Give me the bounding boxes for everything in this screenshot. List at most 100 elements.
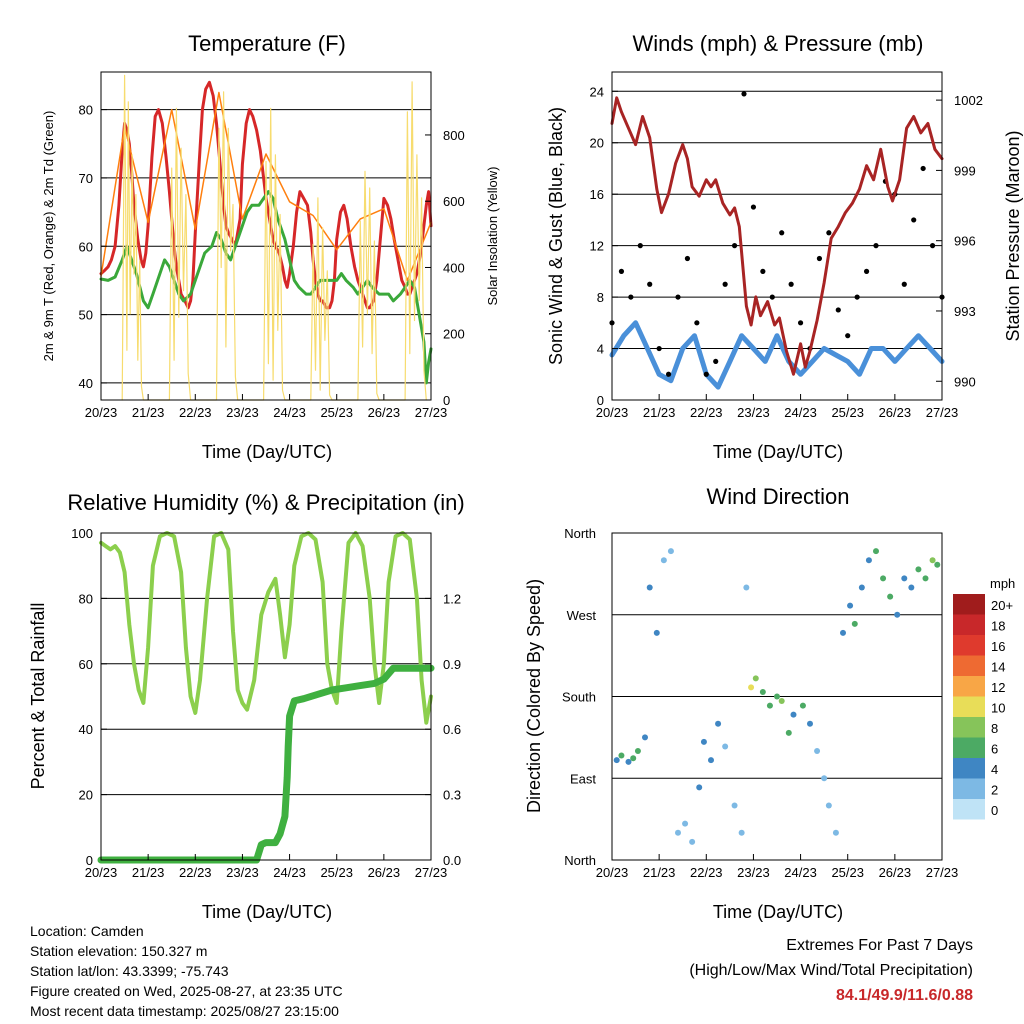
direction-point <box>722 743 729 750</box>
y2-tick-label: 993 <box>954 304 976 319</box>
direction-point <box>715 720 722 727</box>
direction-point <box>832 829 839 836</box>
gust-point <box>816 255 823 262</box>
y-tick-label: 12 <box>590 239 604 254</box>
direction-point <box>901 575 908 582</box>
direction-point <box>689 838 696 845</box>
temperature-title: Temperature (F) <box>188 31 346 56</box>
legend-label: 18 <box>991 619 1005 634</box>
gust-point <box>911 217 917 223</box>
y2-tick-label: 996 <box>954 234 976 249</box>
direction-point <box>646 584 653 591</box>
legend-title: mph <box>990 576 1015 591</box>
x-tick-label: 20/23 <box>596 405 629 420</box>
y2-tick-label: 990 <box>954 374 976 389</box>
direction-point <box>752 675 759 682</box>
gust-point <box>713 358 719 365</box>
x-tick-label: 22/23 <box>179 865 212 880</box>
y2-tick-label: 600 <box>443 194 465 209</box>
y-tick-label: North <box>564 526 596 541</box>
direction-point <box>840 629 846 636</box>
gust-point <box>854 294 860 300</box>
y2-tick-label: 400 <box>443 260 465 275</box>
gust-point <box>750 204 757 210</box>
direction-point <box>908 584 915 591</box>
gust-point <box>863 268 870 274</box>
direction-point <box>785 729 792 736</box>
direction-point <box>887 593 894 600</box>
direction-point <box>696 784 703 791</box>
direction-point <box>748 684 755 691</box>
y-tick-label: 40 <box>79 722 93 737</box>
direction-point <box>880 575 887 582</box>
legend-label: 14 <box>991 660 1005 675</box>
x-tick-label: 24/23 <box>784 405 817 420</box>
y2-tick-label: 0.9 <box>443 657 461 672</box>
x-tick-label: 27/23 <box>926 865 959 880</box>
direction-point <box>642 734 648 741</box>
speed-legend: mph 20+ 18 16 14 12 10 8 6 4 2 0 <box>953 576 1015 820</box>
y-tick-label: 4 <box>597 342 604 357</box>
legend-label: 8 <box>991 721 998 736</box>
gust-point <box>656 345 662 352</box>
winds-xlabel: Time (Day/UTC) <box>713 442 843 462</box>
rh-xlabel: Time (Day/UTC) <box>202 902 332 922</box>
gust-point <box>694 320 700 326</box>
x-tick-label: 26/23 <box>368 405 401 420</box>
legend-swatch <box>953 614 985 635</box>
x-tick-label: 21/23 <box>643 865 676 880</box>
y-tick-label: 70 <box>79 171 93 186</box>
y2-tick-label: 0.6 <box>443 722 461 737</box>
x-tick-label: 22/23 <box>690 865 723 880</box>
gust-point <box>684 255 691 262</box>
y-tick-label: 20 <box>79 788 93 803</box>
direction-point <box>865 557 872 564</box>
y-tick-label: West <box>567 608 597 623</box>
y-tick-label: 16 <box>590 187 604 202</box>
direction-title: Wind Direction <box>706 484 849 509</box>
direction-point <box>807 720 813 727</box>
x-tick-label: 22/23 <box>690 405 723 420</box>
direction-point <box>634 748 641 754</box>
y-tick-label: 0 <box>597 393 604 408</box>
winds-plot-frame <box>611 71 943 401</box>
direction-point <box>851 620 858 627</box>
direction-point <box>667 548 674 555</box>
legend-label: 6 <box>991 742 998 757</box>
series-line-2 <box>100 91 432 282</box>
temperature-left-ylabel: 2m & 9m T (Red, Orange) & 2m Td (Green) <box>41 111 56 362</box>
rh-panel: Relative Humidity (%) & Precipitation (i… <box>28 490 465 922</box>
x-tick-label: 23/23 <box>737 865 770 880</box>
x-tick-label: 24/23 <box>273 865 306 880</box>
gust-point <box>788 281 794 287</box>
direction-point <box>858 584 865 591</box>
series-line-1 <box>99 531 433 725</box>
direction-point <box>790 711 797 718</box>
direction-panel: Wind Direction 20/23 21/23 22/23 23/23 24/23… <box>524 484 1015 922</box>
temperature-xlabel: Time (Day/UTC) <box>202 442 332 462</box>
x-tick-label: 22/23 <box>179 405 212 420</box>
temperature-plot-frame <box>100 71 432 401</box>
x-tick-label: 27/23 <box>415 405 448 420</box>
legend-swatch <box>953 655 985 676</box>
recent-text: Most recent data timestamp: 2025/08/27 2… <box>30 1003 339 1019</box>
x-tick-label: 20/23 <box>596 865 629 880</box>
legend-label: 0 <box>991 803 998 818</box>
gust-point <box>873 243 879 249</box>
location-text: Location: Camden <box>30 923 144 939</box>
direction-point <box>613 757 620 764</box>
x-tick-label: 26/23 <box>879 865 912 880</box>
direction-point <box>625 758 632 765</box>
rh-left-ylabel: Percent & Total Rainfall <box>28 603 48 790</box>
legend-swatch <box>953 758 985 779</box>
direction-point <box>700 738 707 745</box>
x-tick-label: 25/23 <box>320 865 353 880</box>
y-tick-label: 80 <box>79 591 93 606</box>
x-tick-label: 20/23 <box>85 405 118 420</box>
gust-point <box>797 320 804 326</box>
gust-point <box>722 281 728 287</box>
direction-point <box>847 602 854 609</box>
y2-tick-label: 0.3 <box>443 788 461 803</box>
x-tick-label: 21/23 <box>132 865 165 880</box>
direction-point <box>738 829 745 836</box>
